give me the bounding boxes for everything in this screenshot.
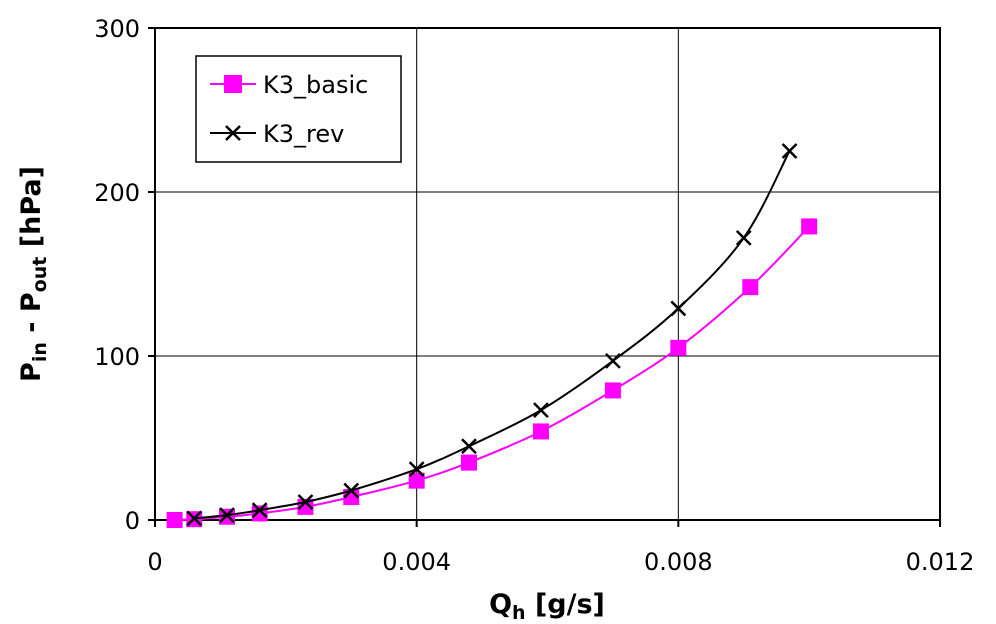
y-axis-title: Pin - Pout [hPa] [16, 166, 51, 382]
data-point-k3-rev [219, 507, 235, 523]
data-point-k3-basic [532, 423, 549, 440]
y-axis-title-unit: [hPa] [16, 166, 47, 257]
y-axis-title-subscript-in: in [29, 342, 51, 362]
data-point-k3-basic [801, 218, 818, 235]
y-axis: 0 100 200 300 [94, 15, 155, 535]
legend-marker-k3-rev [225, 125, 241, 141]
legend: K3_basic K3_rev [195, 55, 402, 163]
data-point-k3-rev [186, 510, 203, 527]
x-tick-label: 0 [147, 548, 162, 576]
y-tick-label: 200 [94, 179, 140, 207]
x-axis-title-unit: [g/s] [526, 589, 605, 620]
data-point-k3-rev [343, 482, 360, 499]
x-axis-title: Qh [g/s] [489, 589, 605, 624]
x-axis-title-main: Q [489, 589, 512, 620]
x-axis: 0 0.004 0.008 0.012 [147, 520, 974, 576]
plot-area-border [154, 27, 941, 521]
grid [155, 28, 940, 520]
data-point-k3-rev [251, 502, 268, 519]
data-point-k3-basic [604, 382, 621, 399]
legend-label-k3-basic: K3_basic [263, 71, 368, 99]
data-point-k3-basic [742, 279, 759, 296]
legend-box [195, 55, 402, 163]
x-tick-label: 0.012 [906, 548, 975, 576]
y-tick-label: 300 [94, 15, 140, 43]
data-point-k3-rev [781, 143, 798, 159]
y-tick-label: 0 [125, 507, 140, 535]
legend-label-k3-rev: K3_rev [263, 120, 344, 148]
series-k3-rev [186, 143, 798, 527]
data-point-k3-basic [408, 472, 425, 489]
x-axis-title-subscript: h [512, 602, 526, 624]
data-point-k3-rev [297, 494, 314, 510]
data-point-k3-rev [605, 353, 621, 369]
data-point-k3-rev [408, 461, 425, 478]
x-tick-label: 0.008 [644, 548, 713, 576]
x-tick-label: 0.004 [382, 548, 451, 576]
y-axis-title-p: P [16, 362, 47, 382]
data-point-k3-rev [735, 230, 752, 246]
y-axis-title-subscript-out: out [29, 257, 51, 293]
legend-marker-k3-basic [224, 75, 242, 93]
y-tick-label: 100 [94, 343, 140, 371]
data-point-k3-rev [533, 402, 549, 419]
data-point-k3-basic [670, 339, 687, 356]
y-axis-title-minus-p: - P [16, 292, 47, 342]
series-layer [166, 143, 818, 528]
data-point-k3-basic [251, 505, 268, 522]
data-point-k3-rev [670, 300, 687, 317]
data-point-k3-rev [461, 438, 477, 455]
data-point-k3-basic [461, 454, 477, 471]
data-point-k3-basic [166, 512, 183, 528]
